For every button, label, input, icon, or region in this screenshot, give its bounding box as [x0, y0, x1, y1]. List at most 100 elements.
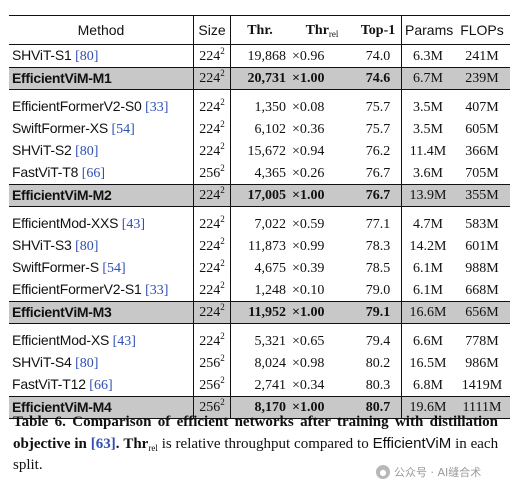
cell-flops: 583M	[465, 216, 499, 232]
cell-throughput: 15,672	[247, 143, 287, 159]
cell-method: EfficientMod-XS [43]	[9, 330, 194, 352]
cell-flops: 705M	[465, 165, 499, 181]
cell-params: 3.6M	[413, 165, 443, 181]
cell-flops: 366M	[465, 143, 499, 159]
citation-link[interactable]: [33]	[145, 100, 169, 115]
cell-relative-throughput: ×0.98	[292, 355, 325, 371]
table-row: EfficientMod-XS [43] 2242 5,321 ×0.65 79.4 6.…	[9, 330, 510, 352]
cell-params: 11.4M	[409, 143, 447, 159]
cell-size: 2242	[193, 301, 231, 324]
citation-link[interactable]: [54]	[102, 261, 126, 276]
header-top1: Top-1	[355, 15, 402, 45]
cell-size: 2562	[193, 396, 231, 419]
cell-throughput: 4,675	[254, 260, 287, 276]
size-value: 256	[199, 377, 221, 393]
cell-flops: 241M	[454, 44, 510, 68]
cell-flops: 1111M	[454, 396, 510, 419]
header-throughput: Thr.	[230, 15, 289, 45]
citation-link[interactable]: [33]	[145, 283, 169, 298]
table-row: SHViT-S1 [80] 2242 19,868 ×0.96 74.0 6.3M 241M	[9, 44, 510, 68]
cell-params: 19.6M	[401, 396, 454, 419]
table-row: EfficientFormerV2-S0 [33] 2242 1,350 ×0.08 7…	[9, 96, 510, 118]
cell-relative-throughput: ×1.00	[289, 396, 355, 419]
size-value: 224	[199, 282, 221, 298]
size-exponent: 2	[220, 235, 225, 246]
method-name: EfficientViM-M3	[12, 304, 112, 320]
cell-flops: 605M	[465, 121, 499, 137]
table-row: SwiftFormer-XS [54] 2242 6,102 ×0.36 75.7 3.5…	[9, 118, 510, 140]
cell-relative-throughput: ×0.26	[292, 165, 325, 181]
header-method: Method	[9, 15, 194, 45]
citation-link[interactable]: [43]	[112, 334, 136, 349]
citation-link[interactable]: [43]	[121, 217, 146, 232]
cell-relative-throughput: ×0.94	[292, 143, 325, 159]
table-row-ours: EfficientViM-M2 2242 17,005 ×1.00 76.7 13.9M 3…	[9, 184, 510, 207]
cell-top1: 74.0	[355, 44, 402, 68]
size-exponent: 2	[220, 330, 225, 341]
cell-relative-throughput: ×0.36	[292, 121, 325, 137]
method-name: EfficientMod-XXS	[12, 215, 119, 231]
cell-size: 2242	[193, 184, 231, 207]
cell-method: SwiftFormer-XS [54]	[9, 118, 194, 140]
cell-throughput: 6,102	[254, 121, 287, 137]
size-exponent: 2	[220, 45, 225, 56]
cell-top1: 75.7	[355, 118, 402, 140]
cell-throughput: 1,350	[254, 99, 287, 115]
cell-throughput: 20,731	[230, 67, 289, 90]
cell-params: 4.7M	[413, 216, 443, 232]
cell-method: EfficientFormerV2-S1 [33]	[9, 279, 194, 302]
cell-relative-throughput: ×1.00	[289, 301, 355, 324]
size-exponent: 2	[220, 279, 225, 290]
cell-top1: 80.3	[355, 374, 402, 397]
caption-citation-link[interactable]: [63]	[90, 436, 116, 452]
cell-params: 6.8M	[413, 377, 443, 393]
group-spacer	[9, 323, 510, 330]
cell-method: EfficientViM-M2	[9, 184, 194, 207]
table-header-row: Method Size Thr. Thrrel Top-1 Params FLO…	[9, 15, 510, 45]
header-params: Params	[401, 15, 454, 45]
cell-size: 2562	[193, 162, 231, 185]
cell-flops: 601M	[465, 238, 499, 254]
cell-top1: 79.1	[355, 301, 402, 324]
cell-relative-throughput: ×0.59	[292, 216, 325, 232]
cell-relative-throughput: ×0.65	[292, 333, 325, 349]
header-size: Size	[193, 15, 231, 45]
citation-link[interactable]: [80]	[75, 144, 99, 159]
cell-flops: 355M	[454, 184, 510, 207]
cell-params: 6.1M	[413, 260, 443, 276]
size-exponent: 2	[220, 352, 225, 363]
watermark: ● 公众号 · AI缝合术	[376, 462, 481, 482]
cell-throughput: 8,024	[254, 355, 287, 371]
citation-link[interactable]: [80]	[75, 356, 99, 371]
cell-throughput: 5,321	[254, 333, 287, 349]
comparison-table: Method Size Thr. Thrrel Top-1 Params FLO…	[9, 15, 510, 419]
table-caption: Table 6. Comparison of efficient network…	[13, 412, 498, 476]
cell-flops: 988M	[465, 260, 499, 276]
method-name: EfficientFormerV2-S1	[12, 281, 142, 297]
citation-link[interactable]: [54]	[111, 122, 135, 137]
cell-params: 6.7M	[401, 67, 454, 90]
citation-link[interactable]: [66]	[81, 166, 106, 181]
size-exponent: 2	[220, 162, 225, 173]
method-name: FastViT-T8	[12, 164, 79, 180]
cell-method: EfficientViM-M3	[9, 301, 194, 324]
size-exponent: 2	[220, 118, 225, 129]
table-row: SHViT-S3 [80] 2242 11,873 ×0.99 78.3 14.2M 601…	[9, 235, 510, 257]
cell-relative-throughput: ×1.00	[289, 184, 355, 207]
cell-top1: 75.7	[355, 96, 402, 118]
table-row-ours: EfficientViM-M1 2242 20,731 ×1.00 74.6 6.7M 23…	[9, 67, 510, 90]
method-name: EfficientViM-M1	[12, 70, 112, 86]
header-flops: FLOPs	[454, 15, 510, 45]
citation-link[interactable]: [80]	[75, 239, 99, 254]
citation-link[interactable]: [66]	[89, 378, 113, 393]
size-exponent: 2	[220, 397, 225, 407]
cell-relative-throughput: ×0.99	[292, 238, 325, 254]
cell-flops: 239M	[454, 67, 510, 90]
wechat-icon: ●	[376, 465, 390, 479]
cell-size: 2242	[193, 279, 231, 302]
method-name: EfficientViM-M2	[12, 187, 112, 203]
cell-top1: 80.7	[355, 396, 402, 419]
size-value: 224	[199, 238, 221, 254]
cell-size: 2562	[193, 374, 231, 397]
citation-link[interactable]: [80]	[75, 49, 99, 64]
